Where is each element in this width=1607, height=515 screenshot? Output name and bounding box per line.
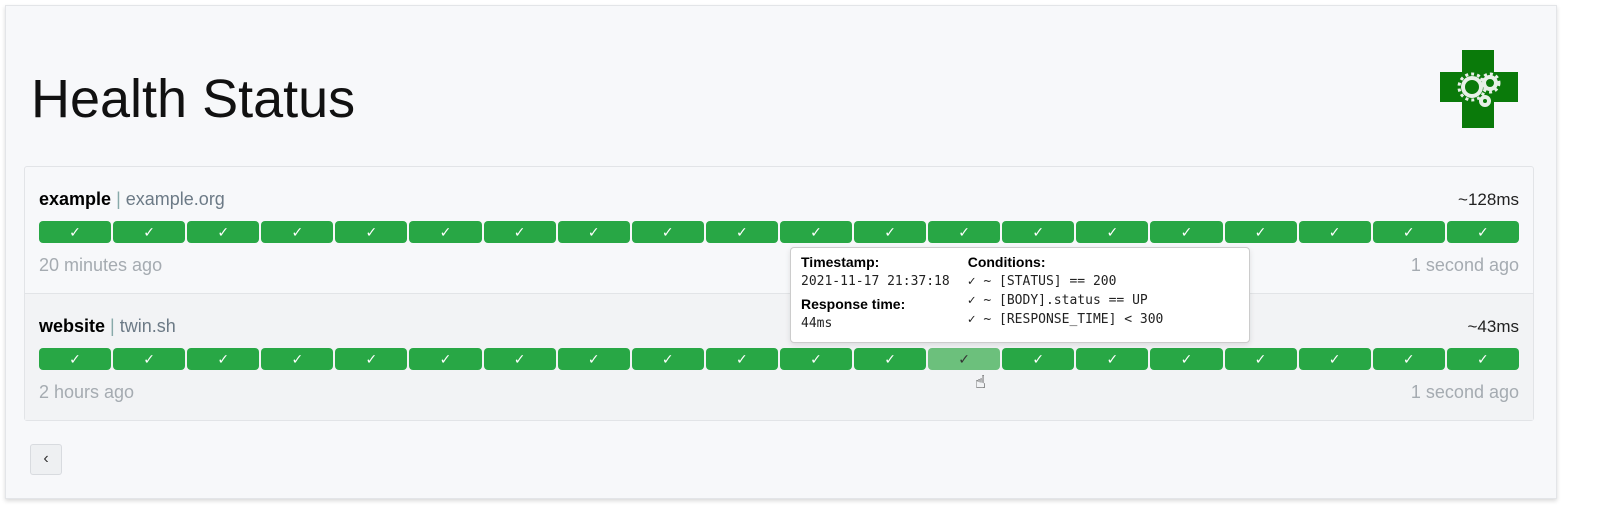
result-bar[interactable]: ✓ <box>187 348 260 370</box>
result-bar[interactable]: ✓ <box>409 221 482 243</box>
service-host: example.org <box>125 189 225 209</box>
result-bar[interactable]: ✓ <box>335 348 408 370</box>
result-bars: ✓ ✓ ✓ ✓ ✓ ✓ ✓ ✓ ✓ ✓ ✓ ✓ ✓ ✓ ✓ ✓ ✓ ✓ ✓ ✓ <box>39 348 1519 370</box>
result-bar[interactable]: ✓ <box>409 348 482 370</box>
result-bar[interactable]: ✓ <box>1446 348 1519 370</box>
result-bar[interactable]: ✓ <box>854 221 927 243</box>
result-bar[interactable]: ✓ <box>557 221 630 243</box>
result-bar[interactable]: ✓ <box>779 221 853 243</box>
result-bar[interactable]: ✓ <box>113 221 186 243</box>
result-bar[interactable]: ✓ <box>1298 348 1371 370</box>
average-response-time: ~43ms <box>1467 317 1520 336</box>
tooltip-timestamp-label: Timestamp: <box>801 254 880 270</box>
oldest-result-time: 20 minutes ago <box>39 255 163 275</box>
service-title: website <box>39 316 106 336</box>
result-bar[interactable]: ✓ <box>1372 348 1445 370</box>
page-title: Health Status <box>31 69 356 129</box>
result-bar[interactable]: ✓ <box>1446 221 1519 243</box>
result-bar[interactable]: ✓ <box>631 348 704 370</box>
previous-page-button[interactable]: ‹ <box>30 444 62 475</box>
tooltip-conditions-column: Conditions: ✓ ~ [STATUS] == 200 ✓ ~ [BOD… <box>968 254 1164 336</box>
result-bar[interactable]: ✓ <box>1002 221 1075 243</box>
result-bar[interactable]: ✓ <box>1224 221 1297 243</box>
tooltip-conditions-label: Conditions: <box>967 254 1046 270</box>
result-bar[interactable]: ✓ <box>1002 348 1075 370</box>
result-tooltip: Timestamp: 2021-11-17 21:37:18 Response … <box>790 247 1250 343</box>
newest-result-time: 1 second ago <box>1410 255 1519 275</box>
health-gears-logo-icon <box>1440 50 1518 128</box>
tooltip-condition: ✓ ~ [STATUS] == 200 <box>967 274 1117 289</box>
newest-result-time: 1 second ago <box>1410 382 1519 402</box>
result-bar[interactable]: ✓ <box>1224 348 1297 370</box>
result-bar[interactable]: ✓ <box>705 221 778 243</box>
tooltip-condition: ✓ ~ [BODY].status == UP <box>967 293 1148 308</box>
result-bar[interactable]: ✓ <box>1372 221 1445 243</box>
result-bar[interactable]: ✓ <box>1298 221 1371 243</box>
result-bar[interactable]: ✓ <box>483 348 556 370</box>
result-bar[interactable]: ✓ <box>928 348 1001 370</box>
result-bar[interactable]: ✓ <box>1150 221 1223 243</box>
result-bar[interactable]: ✓ <box>39 221 112 243</box>
result-bar[interactable]: ✓ <box>854 348 927 370</box>
tooltip-details-column: Timestamp: 2021-11-17 21:37:18 Response … <box>801 254 950 336</box>
service-name: website | twin.sh <box>39 316 176 336</box>
result-bar[interactable]: ✓ <box>631 221 704 243</box>
service-title: example <box>39 189 112 209</box>
service-row: example | example.org ~128ms ✓ ✓ ✓ ✓ ✓ ✓ ✓ ✓ ✓ ✓ ✓… <box>25 167 1533 294</box>
service-host: twin.sh <box>119 316 176 336</box>
hand-pointer-cursor-icon: ☝ <box>975 372 986 392</box>
result-bar[interactable]: ✓ <box>261 348 334 370</box>
oldest-result-time: 2 hours ago <box>39 382 135 402</box>
service-list: example | example.org ~128ms ✓ ✓ ✓ ✓ ✓ ✓ ✓ ✓ ✓ ✓ ✓… <box>24 166 1534 421</box>
result-bar[interactable]: ✓ <box>261 221 334 243</box>
result-bar[interactable]: ✓ <box>1076 221 1149 243</box>
result-bar[interactable]: ✓ <box>335 221 408 243</box>
tooltip-condition: ✓ ~ [RESPONSE_TIME] < 300 <box>967 312 1164 327</box>
result-bar[interactable]: ✓ <box>1150 348 1223 370</box>
result-bars: ✓ ✓ ✓ ✓ ✓ ✓ ✓ ✓ ✓ ✓ ✓ ✓ ✓ ✓ ✓ ✓ ✓ ✓ ✓ ✓ <box>39 221 1519 243</box>
tooltip-timestamp: 2021-11-17 21:37:18 <box>801 274 950 289</box>
result-bar[interactable]: ✓ <box>483 221 556 243</box>
tooltip-response: 44ms <box>801 316 833 331</box>
result-bar[interactable]: ✓ <box>39 348 112 370</box>
result-bar[interactable]: ✓ <box>928 221 1001 243</box>
result-bar[interactable]: ✓ <box>705 348 778 370</box>
result-bar[interactable]: ✓ <box>187 221 260 243</box>
result-bar[interactable]: ✓ <box>113 348 186 370</box>
result-bar[interactable]: ✓ <box>557 348 630 370</box>
tooltip-response-label: Response time: <box>801 296 906 312</box>
result-bar[interactable]: ✓ <box>1076 348 1149 370</box>
service-row: website | twin.sh ~43ms ✓ ✓ ✓ ✓ ✓ ✓ ✓ ✓ ✓ ✓ ✓ ✓ ✓ ✓ ✓ ✓… <box>25 294 1533 420</box>
service-name: example | example.org <box>39 189 225 209</box>
result-bar[interactable]: ✓ <box>779 348 853 370</box>
average-response-time: ~128ms <box>1458 190 1519 209</box>
